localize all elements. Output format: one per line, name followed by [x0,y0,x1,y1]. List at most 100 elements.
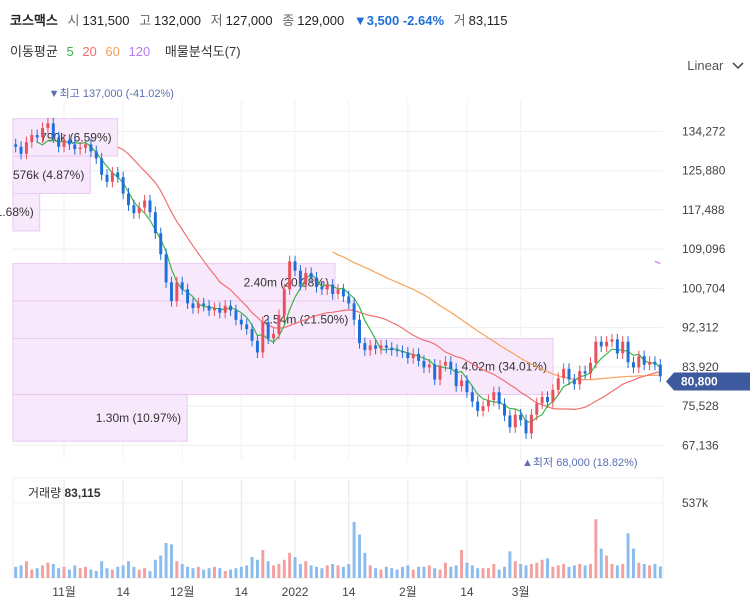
volume-bar [293,557,297,578]
candle [433,359,437,386]
candle-body [41,128,45,138]
volume-profile-toggle[interactable]: 매물분석도(7) [164,44,241,59]
ma5-legend[interactable]: 5 [66,44,74,59]
current-price-tag [666,372,750,391]
volume-bar [186,566,190,578]
volume-bar [427,565,431,578]
volume-panel-label: 거래량 83,115 [28,486,101,500]
ma-legend-title[interactable]: 이동평균 [10,44,58,59]
volume-bar [30,569,34,578]
candle-body [642,356,646,365]
candle [492,386,496,406]
candle [572,373,576,390]
candle-body [492,392,496,401]
candle-body [196,303,200,309]
candle [368,339,372,356]
candle [567,363,571,386]
candle-body [556,378,560,390]
candle-body [594,341,598,363]
candle [562,363,566,384]
volume-bar [304,561,308,578]
volume-bar [320,568,324,578]
candle [411,348,415,364]
low-marker: ▲최저 68,000 (18.82%) [522,456,638,469]
y-tick-label: 67,136 [682,438,719,452]
candle-body [51,123,55,138]
ma120-legend[interactable]: 120 [128,44,151,59]
candle [648,356,652,371]
candle [503,398,507,422]
candle-body [374,345,378,349]
candle [186,283,190,309]
volume-bar [325,565,329,578]
candle [282,283,286,321]
candle-body [460,380,464,387]
candle-body [341,289,345,297]
candle [51,117,55,144]
volume-bar [261,550,265,578]
candle-body [137,207,141,214]
candle [470,386,474,408]
candle [331,279,335,300]
candle-body [255,340,259,353]
candle [449,356,453,375]
candle-body [417,353,421,361]
ma60-legend[interactable]: 60 [105,44,120,59]
volume-bar [653,564,657,578]
scale-dropdown[interactable]: Linear [687,58,744,73]
candle [508,409,512,433]
candle-body [293,261,297,271]
candle-body [143,200,147,208]
volume-bar [443,562,447,578]
volume-bar [508,551,512,578]
candle-body [84,144,87,148]
ma20-legend[interactable]: 20 [82,44,97,59]
candle-body [94,151,98,159]
candle-body [535,403,539,415]
volume-profile-band [12,155,91,195]
candle [272,328,276,345]
volume-bar [105,568,109,578]
candle [621,336,625,360]
volume-bar [465,562,469,578]
volume-bar [196,566,200,578]
volume-bar [35,568,39,578]
candle-body [24,142,28,154]
volume-bar [19,565,23,578]
volume-bar [551,566,555,578]
candle [288,255,292,295]
volume-bar [229,569,233,578]
candle-body [19,146,23,154]
candle-body [121,177,125,194]
volume-profile-label: 199k (1.68%) [0,205,34,219]
candle [653,356,657,371]
volume-bar [621,564,625,578]
candle-body [481,406,485,411]
candle [631,356,635,374]
candle [67,134,71,151]
volume-profile-label: 4.02m (34.01%) [462,359,547,373]
volume-bar [245,565,249,578]
candle-body [277,315,281,334]
x-tick-label: 14 [235,585,249,599]
candle [261,316,265,359]
candle-body [261,322,265,353]
candle [223,300,227,319]
candle [583,365,587,380]
candle-body [336,289,340,295]
volume-panel-value: 83,115 [64,486,100,500]
candle [406,346,410,364]
candle [529,409,533,439]
candle-body [572,379,576,385]
candle [159,227,163,260]
candle-body [476,401,480,411]
candle-body [202,303,206,306]
candle [255,335,259,359]
volume-bar [535,562,539,578]
candle-body [465,380,469,393]
volume-bar [546,558,549,578]
candle-body [589,362,592,374]
candle-body [599,341,603,347]
volume-bar [610,564,614,578]
